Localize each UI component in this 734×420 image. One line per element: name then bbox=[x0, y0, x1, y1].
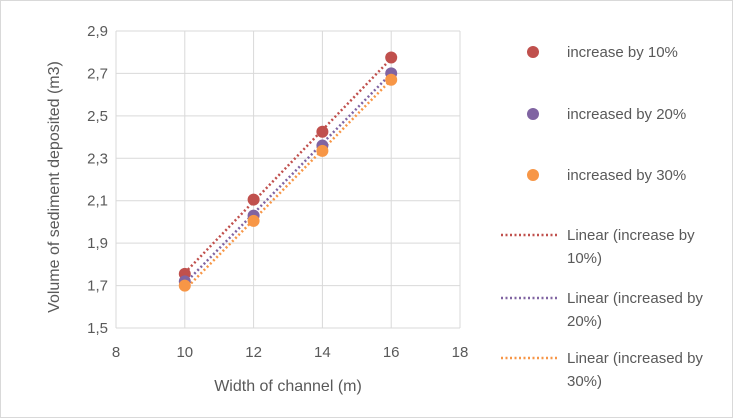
legend-label: 10%) bbox=[567, 250, 602, 267]
x-tick-labels: 8 10 12 14 16 18 bbox=[112, 344, 469, 361]
legend-label: increased by 30% bbox=[567, 167, 686, 184]
legend: increase by 10% increased by 20% increased… bbox=[501, 44, 703, 390]
data-points bbox=[178, 51, 398, 292]
trendlines bbox=[183, 57, 393, 291]
y-tick-label: 2,3 bbox=[87, 150, 108, 167]
legend-label: 30%) bbox=[567, 373, 602, 390]
legend-marker bbox=[527, 46, 539, 58]
legend-marker bbox=[527, 108, 539, 120]
data-point bbox=[178, 279, 191, 292]
x-tick-label: 14 bbox=[314, 344, 331, 361]
legend-label: Linear (increased by bbox=[567, 350, 703, 367]
x-tick-label: 16 bbox=[383, 344, 400, 361]
data-point bbox=[247, 214, 260, 227]
y-tick-label: 1,7 bbox=[87, 278, 108, 295]
gridlines bbox=[115, 30, 461, 329]
y-tick-label: 2,1 bbox=[87, 193, 108, 210]
x-axis-title: Width of channel (m) bbox=[214, 378, 362, 395]
y-tick-label: 2,9 bbox=[87, 23, 108, 40]
trendline bbox=[183, 78, 393, 291]
legend-label: Linear (increased by bbox=[567, 290, 703, 307]
data-point bbox=[385, 73, 398, 86]
y-tick-label: 1,9 bbox=[87, 235, 108, 252]
y-tick-label: 2,7 bbox=[87, 65, 108, 82]
data-point bbox=[316, 125, 329, 138]
trendline bbox=[183, 57, 393, 274]
y-tick-label: 1,5 bbox=[87, 320, 108, 337]
y-tick-label: 2,5 bbox=[87, 108, 108, 125]
y-axis-title: Volume of sediment deposited (m3) bbox=[46, 61, 63, 313]
data-point bbox=[385, 51, 398, 64]
legend-label: increased by 20% bbox=[567, 106, 686, 123]
legend-label: increase by 10% bbox=[567, 44, 678, 61]
trendline bbox=[183, 72, 393, 285]
x-tick-label: 8 bbox=[112, 344, 120, 361]
data-point bbox=[316, 144, 329, 157]
legend-label: 20%) bbox=[567, 313, 602, 330]
x-tick-label: 12 bbox=[245, 344, 262, 361]
legend-marker bbox=[527, 169, 539, 181]
legend-label: Linear (increase by bbox=[567, 227, 695, 244]
data-point bbox=[247, 193, 260, 206]
x-tick-label: 10 bbox=[176, 344, 193, 361]
y-tick-labels: 1,5 1,7 1,9 2,1 2,3 2,5 2,7 2,9 bbox=[87, 23, 108, 337]
x-tick-label: 18 bbox=[452, 344, 469, 361]
